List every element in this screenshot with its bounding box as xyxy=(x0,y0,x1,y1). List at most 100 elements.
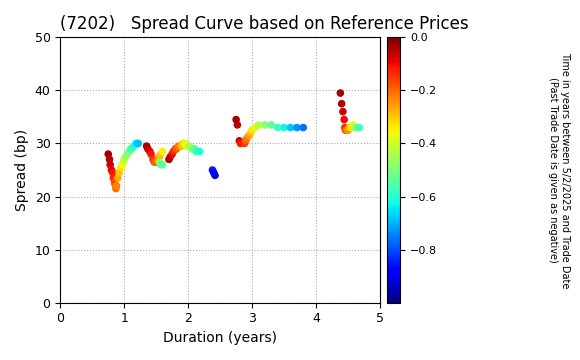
Point xyxy=(355,125,364,130)
Point xyxy=(185,143,194,149)
Point xyxy=(193,149,202,154)
Point xyxy=(176,143,185,149)
Point xyxy=(107,167,116,173)
Y-axis label: Spread (bp): Spread (bp) xyxy=(15,129,29,211)
Point xyxy=(133,141,143,147)
Point xyxy=(156,151,165,157)
Point xyxy=(145,149,154,154)
Point xyxy=(235,138,244,144)
Point xyxy=(233,122,242,128)
Point xyxy=(166,154,175,159)
Text: (7202)   Spread Curve based on Reference Prices: (7202) Spread Curve based on Reference P… xyxy=(60,15,469,33)
Point xyxy=(251,125,260,130)
Point xyxy=(108,175,118,181)
Point xyxy=(267,122,276,128)
Point xyxy=(337,101,346,107)
Point xyxy=(131,141,140,147)
Point xyxy=(104,151,113,157)
Point xyxy=(338,109,347,114)
Point xyxy=(188,146,198,152)
Point xyxy=(105,157,114,162)
Point xyxy=(155,154,164,159)
Point xyxy=(342,127,351,133)
Point xyxy=(280,125,289,130)
Point xyxy=(208,167,217,173)
Point xyxy=(153,157,162,162)
Point xyxy=(187,146,196,152)
Point xyxy=(150,159,159,165)
Point xyxy=(180,141,190,147)
Point xyxy=(343,127,353,133)
Point xyxy=(299,125,308,130)
Point xyxy=(351,125,360,130)
Y-axis label: Time in years between 5/2/2025 and Trade Date
(Past Trade Date is given as negat: Time in years between 5/2/2025 and Trade… xyxy=(548,52,570,288)
Point xyxy=(292,125,302,130)
Point xyxy=(111,183,121,189)
Point xyxy=(231,117,241,122)
Point xyxy=(209,170,219,176)
Point xyxy=(155,159,164,165)
Point xyxy=(244,132,253,138)
Point xyxy=(114,170,124,176)
Point xyxy=(254,122,263,128)
Point xyxy=(339,117,349,122)
Point xyxy=(336,90,345,96)
Point xyxy=(242,135,252,141)
Point xyxy=(240,141,249,147)
Point xyxy=(182,143,191,149)
Point xyxy=(195,149,204,154)
Point xyxy=(168,151,177,157)
Point xyxy=(151,159,161,165)
Point xyxy=(148,157,158,162)
Point xyxy=(341,127,350,133)
Point xyxy=(156,162,165,168)
Point xyxy=(132,141,142,147)
Point xyxy=(273,125,282,130)
Point xyxy=(177,143,186,149)
Point xyxy=(211,172,220,178)
Point xyxy=(236,141,245,147)
Point xyxy=(123,151,132,157)
Point xyxy=(121,154,130,159)
Point xyxy=(129,143,139,149)
X-axis label: Duration (years): Duration (years) xyxy=(163,331,277,345)
Point xyxy=(350,125,359,130)
Point xyxy=(158,149,167,154)
Point xyxy=(190,146,199,152)
Point xyxy=(111,186,121,192)
Point xyxy=(146,151,155,157)
Point xyxy=(246,130,255,136)
Point xyxy=(118,162,127,168)
Point xyxy=(347,125,356,130)
Point xyxy=(126,146,135,152)
Point xyxy=(248,127,257,133)
Point xyxy=(158,162,167,168)
Point xyxy=(127,146,136,152)
Point xyxy=(117,165,126,170)
Point xyxy=(119,159,128,165)
Point xyxy=(169,149,178,154)
Point xyxy=(191,149,201,154)
Point xyxy=(110,180,119,186)
Point xyxy=(241,138,251,144)
Point xyxy=(125,149,134,154)
Point xyxy=(172,146,182,152)
Point xyxy=(260,122,270,128)
Point xyxy=(143,146,153,152)
Point xyxy=(164,157,173,162)
Point xyxy=(112,183,121,189)
Point xyxy=(142,143,151,149)
Point xyxy=(106,162,115,168)
Point xyxy=(174,143,183,149)
Point xyxy=(183,143,193,149)
Point xyxy=(340,125,350,130)
Point xyxy=(171,146,180,152)
Point xyxy=(345,125,354,130)
Point xyxy=(286,125,295,130)
Point xyxy=(110,178,119,184)
Point xyxy=(353,125,362,130)
Point xyxy=(113,175,122,181)
Point xyxy=(108,170,117,176)
Point xyxy=(179,141,188,147)
Point xyxy=(349,122,358,128)
